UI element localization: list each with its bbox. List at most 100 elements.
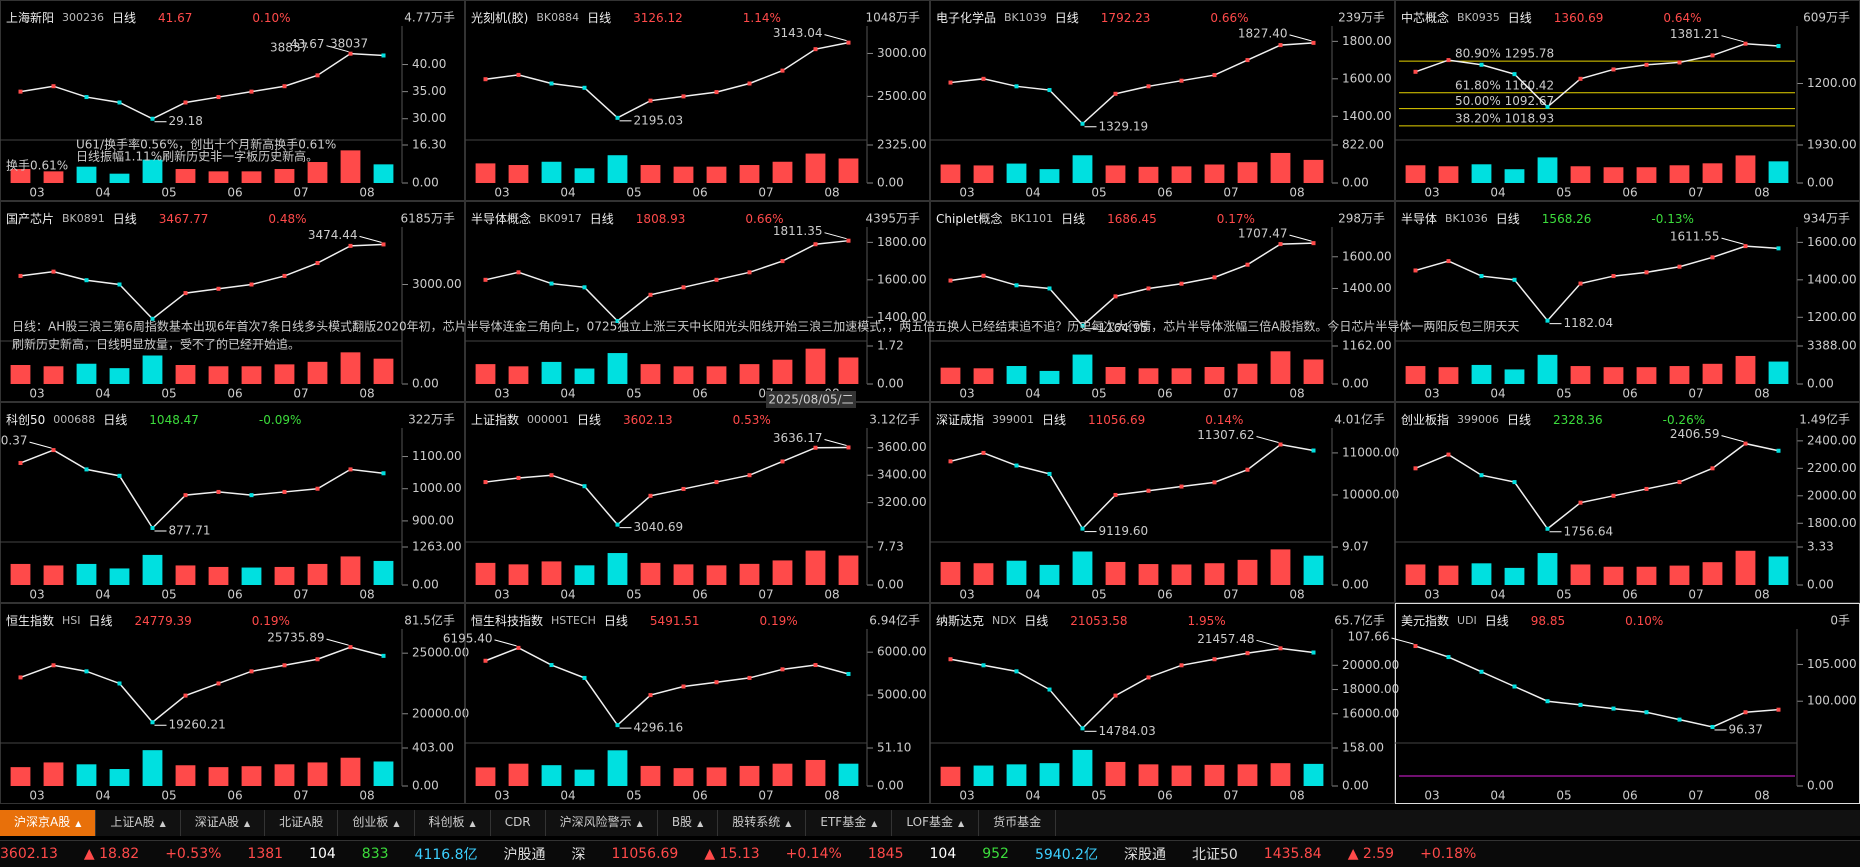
volume-bar xyxy=(175,169,196,183)
month-label: 06 xyxy=(227,387,242,401)
y-tick-label: 20000.00 xyxy=(412,706,469,720)
volume-bar xyxy=(1669,366,1690,384)
market-tab[interactable]: 深证A股 ▲ xyxy=(181,810,266,836)
status-bar: 3602.13 ▲ 18.82 +0.53% 1381 104 833 4116.8亿 沪股通… xyxy=(0,840,1860,867)
price-point xyxy=(84,467,89,472)
high-pointer xyxy=(1721,435,1744,443)
volume-bar xyxy=(739,765,760,786)
vol-tick-label: 0.00 xyxy=(1807,377,1834,391)
vol-tick-label: 0.00 xyxy=(412,779,439,793)
volume-bar xyxy=(76,764,97,786)
low-label: 96.37 xyxy=(1729,722,1763,736)
volume-bar xyxy=(1105,165,1126,183)
header-code: HSI xyxy=(62,614,81,627)
volume-bar xyxy=(340,150,361,183)
header-code: UDI xyxy=(1457,614,1477,627)
volume-bar xyxy=(1768,361,1789,384)
vol-tick-label: 1162.00 xyxy=(1342,339,1392,353)
month-label: 03 xyxy=(494,186,509,200)
price-point xyxy=(51,448,56,453)
market-tab[interactable]: LOF基金 ▲ xyxy=(892,810,980,836)
stock-panel: 创业板指 399006 日线 2328.36 -0.26% 1.49亿手 2400.00 22… xyxy=(1395,402,1860,603)
high-pointer xyxy=(29,441,52,449)
stock-panel: 光刻机(胶) BK0884 日线 3126.12 1.14% 1048万手 3000.00 2… xyxy=(465,0,930,201)
price-point xyxy=(117,681,122,686)
price-point xyxy=(1311,241,1316,246)
header-period: 日线 xyxy=(1507,413,1531,427)
high-label: 1707.47 xyxy=(1238,227,1288,241)
price-point xyxy=(648,98,653,103)
month-label: 05 xyxy=(1091,186,1106,200)
panel-border xyxy=(0,201,465,402)
volume-label: 298万手 xyxy=(1338,212,1385,226)
month-label: 06 xyxy=(692,387,707,401)
market-tab[interactable]: 货币基金 xyxy=(979,810,1057,836)
price-point xyxy=(714,680,719,685)
volume-bar xyxy=(640,165,661,183)
price-point xyxy=(216,489,221,494)
volume-bar xyxy=(1603,566,1624,585)
y-tick-label: 2200.00 xyxy=(1807,461,1857,475)
volume-bar xyxy=(475,163,496,183)
month-label: 07 xyxy=(758,588,773,602)
volume-bar xyxy=(706,166,727,183)
header-change: 0.53% xyxy=(733,413,771,427)
market-tab[interactable]: 科创板 ▲ xyxy=(415,810,491,836)
volume-bar xyxy=(1537,553,1558,585)
volume-bar xyxy=(1204,164,1225,183)
header-name: 上证指数 xyxy=(471,412,519,427)
panel-border xyxy=(465,603,930,804)
volume-bar xyxy=(10,169,31,183)
market-tab[interactable]: 上证A股 ▲ xyxy=(96,810,181,836)
month-label: 07 xyxy=(1223,186,1238,200)
price-point xyxy=(117,282,122,287)
month-label: 07 xyxy=(758,789,773,803)
volume-bar xyxy=(475,364,496,384)
low-label: 1182.04 xyxy=(1564,316,1614,330)
volume-bar xyxy=(1237,559,1258,585)
month-label: 05 xyxy=(1556,789,1571,803)
market-tab[interactable]: 沪深京A股 ▲ xyxy=(0,810,97,836)
price-point xyxy=(1545,104,1550,109)
volume-bar xyxy=(307,361,328,384)
price-point xyxy=(282,84,287,89)
vol-tick-label: 51.10 xyxy=(877,741,911,755)
y-tick-label: 3000.00 xyxy=(412,277,462,291)
month-label: 08 xyxy=(359,588,374,602)
month-label: 06 xyxy=(1157,588,1172,602)
market-tab[interactable]: B股 ▲ xyxy=(658,810,719,836)
month-label: 08 xyxy=(1289,789,1304,803)
price-line xyxy=(950,42,1314,125)
price-point xyxy=(1080,121,1085,126)
market-tab[interactable]: 创业板 ▲ xyxy=(338,810,415,836)
price-point xyxy=(1014,283,1019,288)
market-tab[interactable]: 北证A股 xyxy=(265,810,339,836)
price-point xyxy=(549,473,554,478)
market-tab[interactable]: ETF基金 ▲ xyxy=(806,810,893,836)
market-tab[interactable]: 沪深风险警示 ▲ xyxy=(546,810,658,836)
price-point xyxy=(1014,84,1019,89)
price-point xyxy=(1776,448,1781,453)
price-point xyxy=(1047,286,1052,291)
y-tick-label: 1600.00 xyxy=(1342,71,1392,85)
high-label: 3143.04 xyxy=(773,26,823,40)
volume-bar xyxy=(940,766,961,786)
header-code: BK1101 xyxy=(1010,212,1053,225)
header-code: BK0917 xyxy=(539,212,582,225)
volume-bar xyxy=(1270,763,1291,786)
status-item: +0.18% xyxy=(1420,846,1477,862)
price-point xyxy=(1776,707,1781,712)
market-tab[interactable]: CDR xyxy=(491,810,546,836)
volume-label: 609万手 xyxy=(1803,11,1850,25)
header-period: 日线 xyxy=(1042,413,1066,427)
y-tick-label: 1800.00 xyxy=(1342,34,1392,48)
volume-bar xyxy=(208,566,229,585)
market-tab[interactable]: 股转系统 ▲ xyxy=(718,810,807,836)
high-label: 3636.17 xyxy=(773,431,823,445)
y-tick-label: 1400.00 xyxy=(1807,272,1857,286)
status-item: 104 xyxy=(309,846,336,862)
month-label: 07 xyxy=(1688,387,1703,401)
price-point xyxy=(615,522,620,527)
price-point xyxy=(1179,663,1184,668)
month-label: 04 xyxy=(1490,387,1505,401)
